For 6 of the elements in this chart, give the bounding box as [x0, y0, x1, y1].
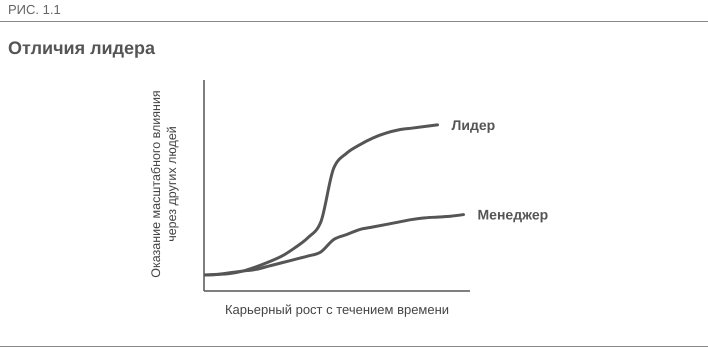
series-label: Менеджер [478, 206, 548, 223]
series-label: Лидер [452, 116, 496, 133]
chart-title: Отличия лидера [8, 38, 156, 59]
text: РИС. 1.1 [8, 2, 61, 17]
x-axis-title: Карьерный рост с течением времени [224, 302, 450, 317]
y-axis-title: Оказание масштабного влияния через других людей [148, 89, 180, 280]
